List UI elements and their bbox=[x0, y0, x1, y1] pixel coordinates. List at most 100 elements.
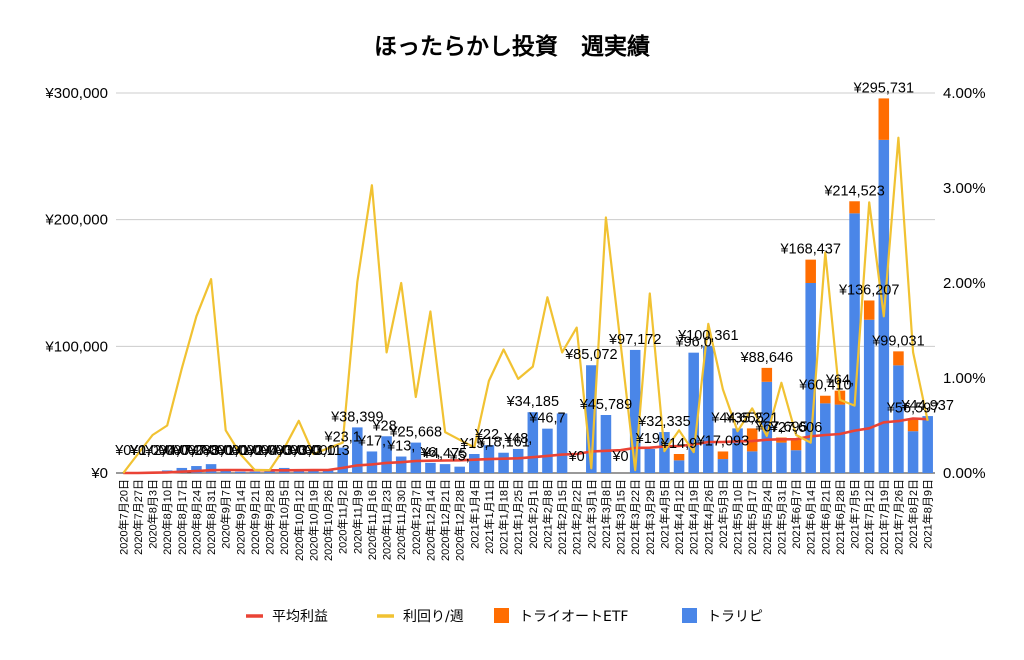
bar-torarippi bbox=[717, 459, 729, 473]
bar-torarippi bbox=[469, 454, 480, 473]
left-tick-label: ¥200,000 bbox=[44, 212, 108, 229]
x-tick-label: 2021年1月4日 bbox=[467, 479, 481, 549]
x-tick-label: 2021年3月1日 bbox=[584, 479, 598, 549]
x-tick-label: 2021年1月25日 bbox=[511, 479, 525, 555]
bar-triauto-etf bbox=[673, 454, 685, 461]
bar-triauto-etf bbox=[893, 351, 904, 366]
legend-entry[interactable]: 利回り/週 bbox=[403, 609, 464, 625]
x-tick-label: 2021年6月14日 bbox=[804, 479, 818, 555]
x-tick-label: 2021年4月12日 bbox=[672, 479, 686, 555]
legend-entry[interactable]: 平均利益 bbox=[272, 609, 328, 625]
bar-torarippi bbox=[498, 452, 509, 473]
data-label: ¥48, bbox=[503, 431, 532, 447]
right-tick-label: 2.00% bbox=[943, 275, 986, 292]
data-label: ¥35,221 bbox=[725, 410, 778, 426]
data-label: ¥97,172 bbox=[608, 332, 661, 348]
data-label: ¥4,000 bbox=[159, 443, 204, 459]
bar-torarippi bbox=[732, 428, 743, 473]
bar-torarippi bbox=[746, 451, 758, 473]
bar-torarippi bbox=[249, 471, 261, 473]
bar-torarippi bbox=[790, 450, 802, 473]
data-label: ¥96,0 bbox=[675, 335, 712, 351]
legend-entry[interactable]: トラリピ bbox=[707, 609, 763, 625]
bar-torarippi bbox=[673, 460, 685, 473]
bar-torarippi bbox=[776, 442, 787, 473]
x-tick-label: 2020年8月10日 bbox=[160, 479, 174, 555]
x-tick-label: 2020年9月14日 bbox=[233, 479, 247, 555]
x-tick-label: 2021年5月17日 bbox=[745, 479, 759, 555]
x-tick-label: 2021年5月31日 bbox=[774, 479, 788, 555]
bar-torarippi bbox=[542, 428, 553, 473]
x-tick-label: 2020年12月28日 bbox=[453, 479, 467, 561]
data-label: ¥44,937 bbox=[900, 398, 953, 414]
legend[interactable]: 平均利益 利回り/週 トライオートETF トラリピ bbox=[246, 608, 763, 625]
data-label: ¥3,113 bbox=[305, 443, 349, 459]
bar-torarippi bbox=[922, 416, 933, 473]
x-tick-label: 2021年5月24日 bbox=[760, 479, 774, 555]
x-tick-label: 2021年4月19日 bbox=[687, 479, 701, 555]
legend-entry[interactable]: トライオートETF bbox=[519, 609, 628, 625]
bar-torarippi bbox=[410, 442, 422, 473]
x-tick-label: 2021年7月26日 bbox=[891, 479, 905, 555]
bar-torarippi bbox=[264, 470, 275, 473]
x-tick-label: 2020年8月17日 bbox=[175, 479, 189, 555]
bar-torarippi bbox=[439, 464, 451, 473]
data-label: ¥67,695 bbox=[754, 420, 807, 436]
data-label: ¥44,655 bbox=[710, 410, 763, 426]
data-label: ¥27,606 bbox=[769, 420, 822, 436]
x-tick-label: 2020年12月14日 bbox=[423, 479, 437, 561]
data-label: ¥85,072 bbox=[564, 347, 617, 363]
x-tick-label: 2021年1月18日 bbox=[497, 479, 511, 555]
legend-swatch bbox=[494, 608, 509, 623]
bar-triauto-etf bbox=[761, 367, 773, 382]
data-label: ¥64, bbox=[825, 373, 854, 389]
bar-torarippi bbox=[586, 365, 597, 473]
x-tick-label: 2021年4月26日 bbox=[701, 479, 715, 555]
x-tick-label: 2020年8月31日 bbox=[204, 479, 218, 555]
data-label: ¥7,288 bbox=[173, 443, 218, 459]
x-tick-label: 2020年11月23日 bbox=[380, 479, 394, 560]
data-label: ¥25,668 bbox=[389, 425, 442, 441]
data-label: ¥0 bbox=[568, 449, 585, 465]
x-tick-label: 2021年2月22日 bbox=[570, 479, 584, 555]
data-label: ¥3,000 bbox=[290, 443, 335, 459]
bar-torarippi bbox=[512, 448, 524, 473]
right-tick-label: 4.00% bbox=[943, 85, 986, 102]
bar-torarippi bbox=[629, 349, 641, 473]
left-axis-ticks: ¥0 ¥100,000 ¥200,000 ¥300,000 bbox=[44, 85, 108, 482]
x-tick-label: 2021年3月8日 bbox=[599, 479, 613, 549]
x-tick-label: 2021年2月8日 bbox=[540, 479, 554, 549]
data-label: ¥1,000 bbox=[232, 443, 277, 459]
x-tick-label: 2021年2月15日 bbox=[555, 479, 569, 555]
bar-triauto-etf bbox=[790, 438, 802, 451]
x-axis-ticks: 2020年7月20日 2020年7月27日 2020年8月3日 2020年8月10日 2… bbox=[116, 479, 934, 561]
bar-torarippi bbox=[366, 451, 378, 473]
bar-torarippi bbox=[805, 283, 816, 473]
x-tick-label: 2021年2月1日 bbox=[526, 479, 540, 549]
legend-swatch bbox=[682, 608, 697, 623]
x-tick-label: 2021年8月2日 bbox=[906, 479, 920, 549]
x-tick-label: 2020年9月7日 bbox=[219, 479, 233, 549]
data-labels: ¥0¥0¥1,000¥2,000¥4,000¥7,288¥7,000¥3,000… bbox=[114, 80, 954, 465]
bar-torarippi bbox=[820, 403, 831, 473]
data-label: ¥88,646 bbox=[740, 350, 793, 366]
data-label: ¥18,161 bbox=[476, 435, 529, 451]
data-label: ¥60,410 bbox=[798, 378, 851, 394]
x-tick-label: 2020年11月16日 bbox=[365, 479, 379, 560]
bar-torarippi bbox=[688, 352, 699, 473]
data-label: ¥34,185 bbox=[506, 394, 559, 410]
data-label: ¥0 bbox=[129, 443, 146, 459]
x-tick-label: 2020年11月30日 bbox=[394, 479, 408, 560]
data-label: ¥168,437 bbox=[779, 242, 840, 258]
x-tick-label: 2020年9月28日 bbox=[263, 479, 277, 555]
bar-torarippi bbox=[395, 456, 407, 473]
bar-triauto-etf bbox=[907, 418, 919, 432]
right-axis-ticks: 0.00% 1.00% 2.00% 3.00% 4.00% bbox=[943, 85, 986, 482]
line-yield-per-week bbox=[122, 136, 929, 474]
data-label: ¥2,000 bbox=[246, 443, 291, 459]
data-label: ¥1,000 bbox=[217, 443, 262, 459]
data-label: ¥5, bbox=[449, 449, 470, 465]
data-label: ¥14,9 bbox=[660, 436, 697, 452]
